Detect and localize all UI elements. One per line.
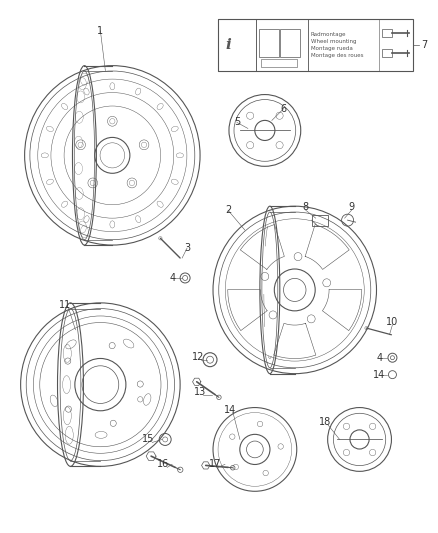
Bar xyxy=(218,19,413,71)
Text: 4: 4 xyxy=(169,273,175,283)
Bar xyxy=(259,29,279,56)
Bar xyxy=(218,19,256,71)
Text: 11: 11 xyxy=(60,300,72,310)
Text: 8: 8 xyxy=(303,202,309,212)
Text: 2: 2 xyxy=(225,205,231,215)
Bar xyxy=(382,29,392,37)
Text: 5: 5 xyxy=(234,117,240,127)
Bar xyxy=(280,29,300,56)
Text: i: i xyxy=(225,38,231,52)
Bar xyxy=(312,215,328,226)
Bar xyxy=(382,49,392,56)
Text: 7: 7 xyxy=(421,39,427,50)
Text: 14: 14 xyxy=(224,405,236,415)
Bar xyxy=(256,19,308,71)
Text: Radmontage
Wheel mounting
Montage rueda
Montage des roues: Radmontage Wheel mounting Montage rueda … xyxy=(311,31,363,58)
Text: 1: 1 xyxy=(97,26,103,36)
Text: 14: 14 xyxy=(373,370,385,379)
Text: 15: 15 xyxy=(142,434,155,445)
Text: 18: 18 xyxy=(318,416,331,426)
Text: 16: 16 xyxy=(157,459,170,470)
Text: 12: 12 xyxy=(192,352,204,362)
Text: 10: 10 xyxy=(386,317,399,327)
Text: 13: 13 xyxy=(194,386,206,397)
Text: 6: 6 xyxy=(281,103,287,114)
Text: 3: 3 xyxy=(184,243,190,253)
Text: 4: 4 xyxy=(376,353,382,363)
Text: 9: 9 xyxy=(349,202,355,212)
Bar xyxy=(261,59,297,67)
Text: 17: 17 xyxy=(209,459,221,470)
